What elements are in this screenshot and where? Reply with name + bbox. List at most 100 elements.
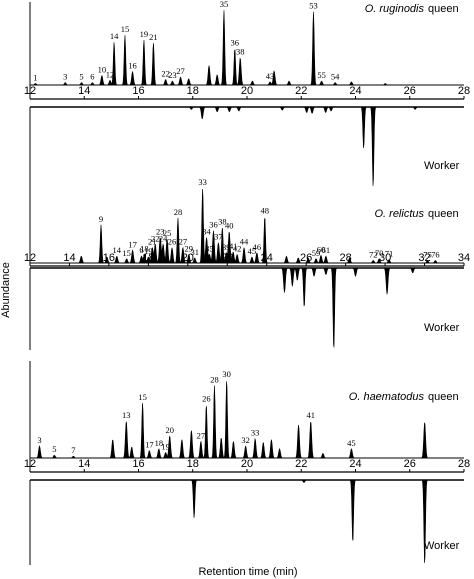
peak-label: 23 [168, 70, 177, 80]
peak-label: 40 [225, 221, 234, 231]
peak-label: 39 [222, 242, 231, 252]
peak-label: 53 [309, 1, 318, 11]
peak-label: 72 [369, 249, 378, 259]
peak-label: 54 [331, 72, 340, 82]
peak-label: 38 [218, 216, 227, 226]
peak-label: 19 [140, 29, 149, 39]
peak-label: 26 [168, 237, 177, 247]
peak-label: 16 [128, 61, 137, 71]
peak-label: 15 [122, 248, 131, 258]
x-tick-label: 16 [132, 458, 144, 470]
peak-label: 35 [220, 0, 229, 9]
caste-label-worker: Worker [424, 540, 460, 552]
peak-label: 55 [317, 70, 326, 80]
peak-label: 71 [385, 249, 394, 259]
peak-label: 27 [197, 430, 206, 440]
x-tick-label: 12 [24, 458, 36, 470]
x-tick-label: 26 [404, 458, 416, 470]
peak-label: 13 [122, 410, 131, 420]
peak-label: 19 [161, 441, 170, 451]
peak-label: 36 [231, 37, 240, 47]
peak-label: 5 [52, 444, 56, 454]
peak-label: 14 [113, 245, 122, 255]
caste-label-worker: Worker [424, 160, 460, 172]
peak-label: 7 [71, 445, 75, 455]
peak-label: 14 [110, 31, 119, 41]
peak-label: 37 [214, 232, 223, 242]
x-tick-label: 28 [340, 252, 352, 264]
peak-label: 75 [423, 249, 432, 259]
peak-label: 41 [306, 410, 315, 420]
peak-label: 33 [251, 428, 260, 438]
x-tick-label: 18 [187, 458, 199, 470]
x-tick-label: 20 [182, 252, 194, 264]
x-tick-label: 14 [78, 85, 90, 97]
peak-label: 31 [190, 247, 199, 257]
x-tick-label: 34 [458, 252, 470, 264]
peak-label: 15 [138, 392, 147, 402]
peak-label: 10 [98, 65, 107, 75]
peak-label: 41 [229, 241, 238, 251]
peak-label: 19 [144, 246, 153, 256]
x-tick-label: 32 [418, 252, 430, 264]
worker-trace [30, 106, 464, 186]
x-tick-label: 24 [261, 252, 273, 264]
peak-label: 18 [140, 244, 149, 254]
x-tick-label: 28 [458, 458, 470, 470]
x-tick-label: 14 [78, 458, 90, 470]
peak-label: 46 [253, 242, 262, 252]
peak-label: 22 [151, 233, 160, 243]
queen-trace [30, 10, 464, 86]
peak-label: 26 [202, 394, 211, 404]
peak-label: 3 [63, 72, 67, 82]
peak-label: 44 [240, 237, 249, 247]
peak-label: 60 [317, 244, 326, 254]
x-tick-label: 24 [349, 85, 361, 97]
x-tick-label: 26 [404, 85, 416, 97]
x-tick-label: 20 [241, 85, 253, 97]
peak-label: 32 [241, 435, 250, 445]
x-tick-label: 22 [221, 252, 233, 264]
worker-trace [30, 267, 464, 348]
peak-label: 76 [431, 249, 440, 259]
peak-label: 22 [161, 69, 170, 79]
x-tick-label: 20 [241, 458, 253, 470]
x-tick-label: 30 [379, 252, 391, 264]
x-tick-label: 26 [300, 252, 312, 264]
peak-label: 36 [209, 220, 218, 230]
x-tick-label: 16 [132, 85, 144, 97]
peak-label: 18 [155, 438, 164, 448]
caste-label-queen: queen [428, 391, 459, 403]
peak-label: 3 [37, 435, 41, 445]
x-axis-title: Retention time (min) [198, 566, 297, 578]
peak-label: 27 [179, 237, 188, 247]
peak-label: 6 [90, 72, 94, 82]
peak-label: 43 [266, 71, 275, 81]
peak-label: 45 [248, 246, 257, 256]
x-tick-label: 14 [63, 252, 75, 264]
peak-label: 15 [121, 24, 130, 34]
peak-label: 28 [174, 207, 183, 217]
peak-label: 30 [222, 369, 231, 379]
x-tick-label: 22 [295, 458, 307, 470]
peak-label: 48 [261, 205, 270, 215]
species-label: O. relictus [374, 208, 424, 220]
caste-label-worker: Worker [424, 322, 460, 334]
peak-label: 17 [128, 239, 137, 249]
peak-label: 33 [198, 177, 207, 187]
x-tick-label: 12 [24, 85, 36, 97]
species-label: O. haematodus [349, 391, 425, 403]
x-tick-label: 18 [142, 252, 154, 264]
caste-label-queen: queen [428, 3, 459, 15]
peak-label: 1 [33, 72, 37, 82]
peak-label: 9 [99, 214, 103, 224]
peak-label: 42 [233, 244, 242, 254]
peak-label: 24 [159, 233, 168, 243]
peak-label: 61 [322, 245, 331, 255]
peak-label: 23 [156, 227, 165, 237]
peak-label: 20 [165, 425, 174, 435]
